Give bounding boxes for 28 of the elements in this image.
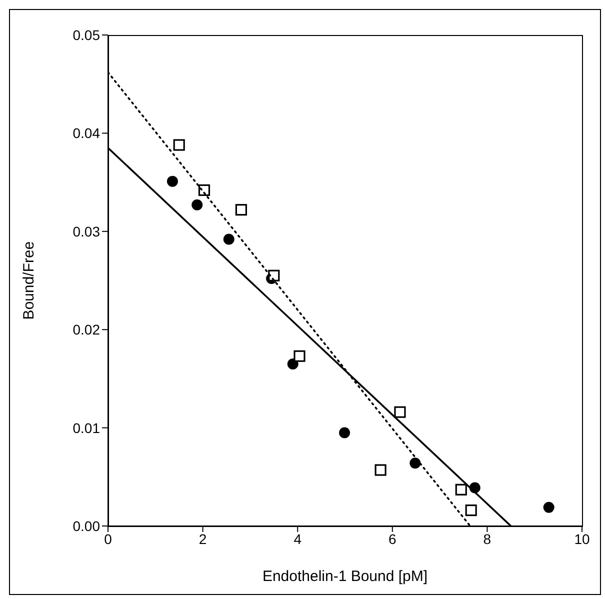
point xyxy=(374,464,386,476)
x-tick-label: 6 xyxy=(388,530,396,547)
point xyxy=(339,427,350,438)
x-tick-label: 0 xyxy=(104,530,112,547)
point xyxy=(223,234,234,245)
x-axis-title: Endothelin-1 Bound [pM] xyxy=(262,568,428,585)
y-tick-label: 0.04 xyxy=(72,125,100,142)
x-tick-label: 8 xyxy=(483,530,492,547)
point xyxy=(268,270,280,282)
x-tick-label: 10 xyxy=(574,530,590,547)
point xyxy=(235,204,247,216)
point xyxy=(192,199,203,210)
y-tick-label: 0.03 xyxy=(72,223,100,240)
point xyxy=(166,176,178,187)
point xyxy=(294,350,306,362)
y-tick-label: 0.00 xyxy=(72,518,100,534)
y-tick-label: 0.02 xyxy=(72,322,100,338)
x-tick-label: 4 xyxy=(294,530,302,547)
point xyxy=(394,406,406,418)
y-tick-label: 0.01 xyxy=(72,420,100,436)
x-tick-label: 2 xyxy=(198,530,207,547)
y-tick-label: 0.05 xyxy=(72,26,100,43)
point xyxy=(455,484,467,496)
point xyxy=(543,502,554,513)
point xyxy=(465,504,477,516)
y-axis-title: Bound/Free xyxy=(20,241,38,320)
point xyxy=(173,139,185,151)
point xyxy=(410,458,421,469)
